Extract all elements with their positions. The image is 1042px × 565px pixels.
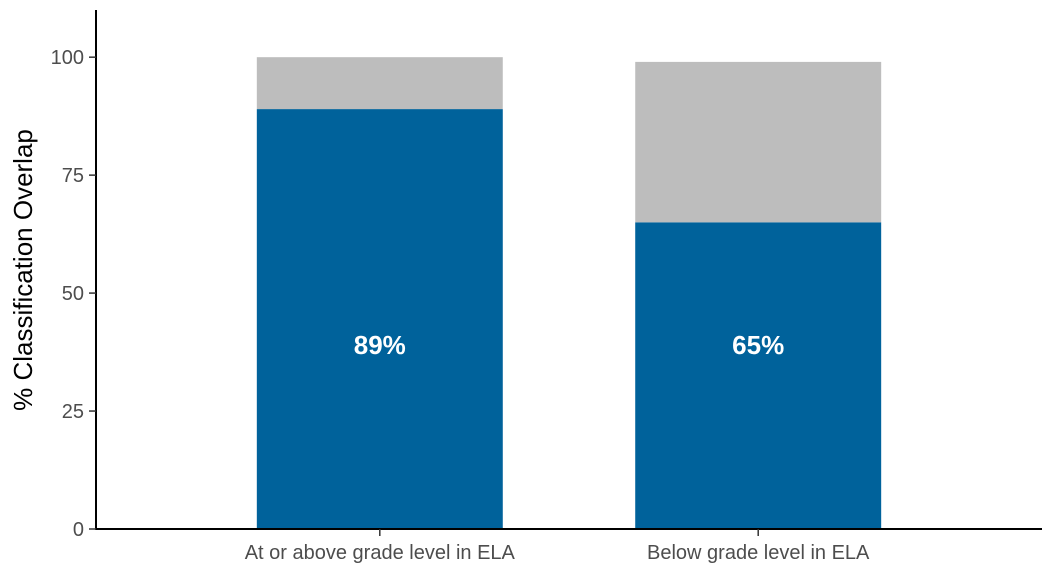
x-tick-label-1: At or above grade level in ELA	[245, 542, 516, 564]
bar-remainder-2	[635, 61, 882, 223]
data-labels-group: 89% 65%	[354, 330, 784, 360]
y-axis-title: % Classification Overlap	[8, 129, 38, 411]
data-label-2: 65%	[732, 330, 784, 360]
bar-overlap-1	[256, 109, 503, 529]
bar-overlap-2	[635, 222, 882, 529]
y-tick-label-100: 100	[51, 47, 84, 69]
data-label-1: 89%	[354, 330, 406, 360]
y-axis-ticks: 0 25 50 75 100	[51, 47, 96, 541]
bar-remainder-1	[256, 57, 503, 110]
y-tick-label-75: 75	[62, 165, 84, 187]
y-tick-label-25: 25	[62, 401, 84, 423]
x-axis-ticks: At or above grade level in ELA Below grad…	[245, 529, 870, 564]
y-tick-label-0: 0	[73, 519, 84, 541]
y-tick-label-50: 50	[62, 283, 84, 305]
x-tick-label-2: Below grade level in ELA	[647, 542, 870, 564]
bars-group	[256, 57, 882, 529]
